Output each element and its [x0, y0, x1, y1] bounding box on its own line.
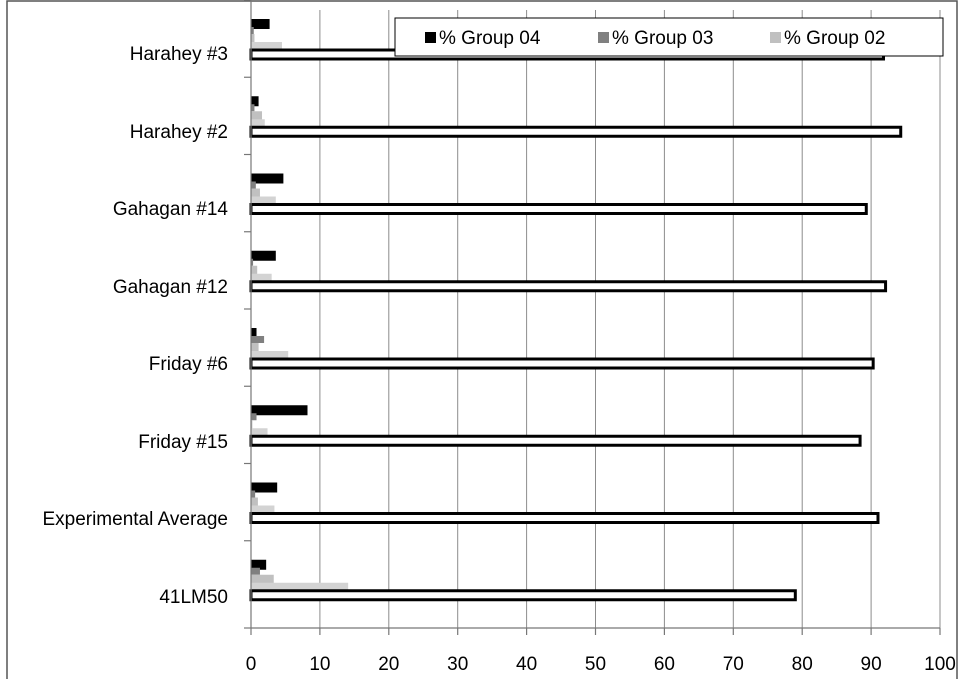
- bar: [249, 280, 888, 293]
- category-label: Friday #6: [149, 354, 228, 375]
- bar: [249, 589, 797, 602]
- x-tick-label: 30: [447, 654, 468, 675]
- bar: [251, 265, 258, 275]
- x-tick-label: 90: [861, 654, 882, 675]
- bar: [249, 357, 875, 370]
- bar: [251, 34, 255, 43]
- x-tick-label: 60: [654, 654, 675, 675]
- bar: [249, 512, 880, 524]
- legend-swatch: [598, 32, 609, 43]
- category-label: 41LM50: [159, 587, 228, 608]
- labels: Harahey #3 Harahey #2 Gahagan #14 Gahagan #…: [42, 44, 955, 675]
- bar: [251, 582, 349, 593]
- bar: [251, 343, 259, 352]
- bar: [251, 19, 270, 29]
- x-tick-label: 70: [723, 654, 744, 675]
- bar: [249, 203, 868, 215]
- category-label: Gahagan #12: [113, 277, 228, 298]
- bar: [251, 173, 284, 184]
- grid-lines: [319, 10, 941, 628]
- bar: [249, 434, 862, 447]
- category-label: Experimental Average: [42, 509, 228, 530]
- x-tick-label: 0: [246, 654, 257, 675]
- x-tick-label: 20: [378, 654, 399, 675]
- legend-swatch: [425, 32, 436, 43]
- bar: [251, 328, 257, 338]
- legend-box: [394, 17, 944, 57]
- bar: [251, 505, 275, 516]
- bar: [251, 42, 283, 52]
- bar: [251, 196, 276, 207]
- bar: [251, 250, 276, 261]
- legend-swatch: [770, 32, 781, 43]
- x-tick-label: 10: [309, 654, 330, 675]
- bar: [251, 351, 289, 361]
- bar: [251, 119, 265, 130]
- bar: [251, 27, 254, 34]
- x-tick-label: 50: [585, 654, 606, 675]
- bar: [251, 413, 257, 421]
- x-tick-label: 40: [516, 654, 537, 675]
- bar: [251, 497, 258, 507]
- legend: % Group 04 % Group 03 % Group 02: [394, 17, 944, 57]
- bar: [251, 181, 256, 189]
- category-label: Harahey #3: [130, 44, 228, 65]
- bar: [251, 428, 268, 439]
- x-tick-label: 100: [924, 654, 956, 675]
- legend-label: % Group 03: [612, 28, 713, 49]
- bar: [251, 567, 260, 575]
- bar: [251, 258, 254, 266]
- bar: [251, 188, 260, 198]
- bar: [251, 405, 308, 416]
- category-label: Harahey #2: [130, 122, 228, 143]
- legend-label: % Group 02: [784, 28, 885, 49]
- bar: [251, 559, 267, 570]
- bar: [249, 125, 903, 138]
- chart-border: [6, 0, 958, 684]
- legend-label: % Group 04: [439, 28, 541, 49]
- bar: [251, 336, 265, 343]
- bar: [251, 273, 272, 284]
- category-label: Gahagan #14: [113, 199, 229, 220]
- bar: [251, 574, 274, 584]
- bar: [251, 104, 255, 112]
- bar: [251, 111, 263, 121]
- bar: [251, 420, 253, 430]
- bar: [251, 490, 256, 498]
- bar: [251, 482, 278, 493]
- x-tick-label: 80: [792, 654, 813, 675]
- axes: [244, 0, 941, 635]
- category-label: Friday #15: [138, 432, 228, 453]
- bar: [251, 96, 259, 107]
